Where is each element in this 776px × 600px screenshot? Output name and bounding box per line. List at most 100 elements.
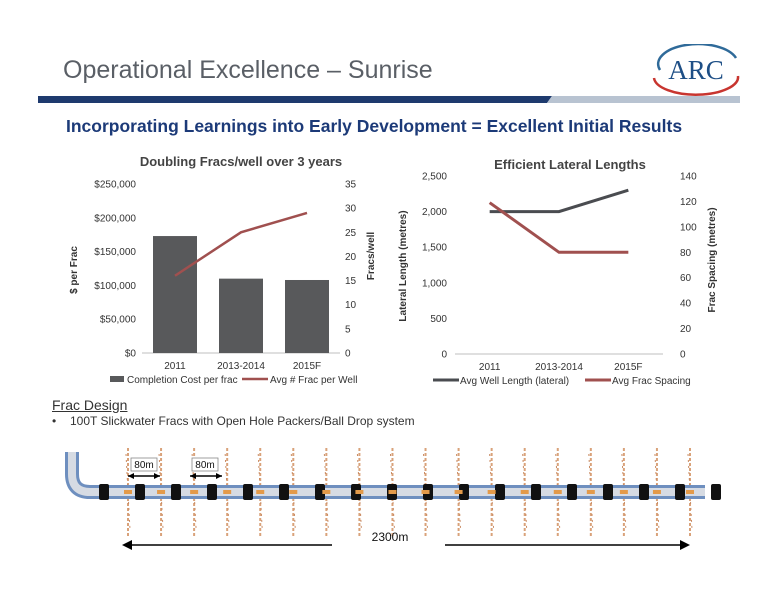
packer (639, 484, 649, 500)
fracture-detail (257, 453, 263, 531)
frac-port (686, 490, 694, 494)
chart2-y-tick: 2,500 (422, 172, 447, 183)
spacing-arrowhead-2b (216, 473, 222, 479)
fracture-detail (555, 453, 561, 531)
chart1-legend-line-label: Avg # Frac per Well (270, 375, 357, 386)
frac-port (256, 490, 265, 494)
fracture-detail (654, 453, 660, 531)
chart2-y2-tick: 140 (680, 172, 697, 183)
chart2-y2-tick: 120 (680, 197, 697, 208)
spacing-label-box-2 (191, 457, 219, 472)
chart2-right-axis-ticks: 0 20 40 60 80 100 120 140 (680, 172, 697, 361)
packer (135, 484, 145, 500)
chart2-legend: Avg Well Length (lateral) Avg Frac Spaci… (433, 376, 691, 387)
frac-port (190, 490, 199, 494)
fracture-detail (489, 453, 495, 531)
fracture-detail (687, 453, 693, 531)
chart1-x-tick: 2013-2014 (217, 361, 265, 372)
packer (711, 484, 721, 500)
chart2-y-tick: 2,000 (422, 207, 447, 218)
chart1-bars (153, 236, 329, 353)
header-banner (38, 96, 740, 103)
frac-port (322, 490, 331, 494)
chart2-y2-tick: 40 (680, 299, 692, 310)
chart1-right-axis-ticks: 0 5 10 15 20 25 30 35 (345, 180, 357, 360)
chart2-y2-tick: 100 (680, 222, 697, 233)
slide-title: Operational Excellence – Sunrise (63, 56, 433, 84)
fracture-detail (356, 453, 362, 531)
banner-navy-bar (38, 96, 552, 103)
chart1-y2-tick: 30 (345, 204, 357, 215)
packer (243, 484, 253, 500)
packer (603, 484, 613, 500)
frac-port (586, 490, 595, 494)
chart2-y2-tick: 0 (680, 350, 686, 361)
spacing-annotation-2: 80m (190, 457, 222, 479)
chart2-well-length-line (489, 188, 629, 214)
chart2-y2-tick: 60 (680, 273, 692, 284)
chart1-bar (285, 279, 329, 353)
chart1-left-axis-ticks: $0 $50,000 $100,000 $150,000 $200,000 $250,00… (94, 180, 136, 360)
bullet-text: 100T Slickwater Fracs with Open Hole Pac… (70, 414, 415, 428)
frac-port (355, 490, 364, 494)
chart1-frac-line (174, 211, 308, 277)
chart1-y2-tick: 35 (345, 180, 357, 191)
fracture-detail (125, 453, 131, 531)
packer (171, 484, 181, 500)
frac-port (520, 490, 529, 494)
chart1-y2-label: Fracs/well (366, 232, 377, 281)
fracture-detail (158, 453, 164, 531)
chart2-y-tick: 1,000 (422, 278, 447, 289)
chart1-legend: Completion Cost per frac Avg # Frac per … (110, 375, 357, 386)
wellbore-pipe-inner (68, 452, 705, 496)
chart2-frac-spacing-line (488, 201, 629, 254)
packer (567, 484, 577, 500)
chart2-legend-length-label: Avg Well Length (lateral) (460, 376, 569, 387)
chart1-y-tick: $0 (125, 349, 137, 360)
frac-port (421, 490, 430, 494)
packer (315, 484, 325, 500)
chart2-x-tick: 2011 (479, 362, 501, 373)
packer (279, 484, 289, 500)
chart1-y-tick: $50,000 (100, 315, 137, 326)
chart1-y2-tick: 0 (345, 349, 351, 360)
packer (675, 484, 685, 500)
frac-design-bullet: • 100T Slickwater Fracs with Open Hole Pa… (52, 414, 415, 428)
frac-ports (124, 490, 694, 494)
chart2-y2-tick: 80 (680, 248, 692, 259)
spacing-arrowhead-2a (190, 473, 196, 479)
chart1-legend-bar-label: Completion Cost per frac (127, 375, 238, 386)
chart1-x-tick: 2015F (293, 361, 321, 372)
spacing-label-2: 80m (195, 460, 214, 471)
frac-port (619, 490, 628, 494)
length-label: 2300m (372, 530, 409, 544)
length-annotation: 2300m (122, 530, 690, 550)
frac-port (454, 490, 463, 494)
fracture-detail (290, 453, 296, 531)
chart1-bar (153, 236, 197, 353)
chart2-left-axis-ticks: 0 500 1,000 1,500 2,000 2,500 (422, 172, 447, 361)
frac-port (652, 490, 661, 494)
packer (207, 484, 217, 500)
spacing-label-1: 80m (134, 460, 153, 471)
logo-swoosh-bottom (652, 75, 740, 96)
lateral-length-chart: Efficient Lateral Lengths 0 500 1,000 1,500… (398, 157, 718, 387)
chart2-x-tick: 2015F (614, 362, 642, 373)
fracture-detail (224, 453, 230, 531)
chart1-y-tick: $150,000 (94, 247, 136, 258)
chart1-y-tick: $200,000 (94, 213, 136, 224)
logo-swoosh-top (656, 44, 738, 71)
length-arrowhead-right (680, 540, 690, 550)
chart2-y-label: Lateral Length (metres) (398, 210, 409, 321)
packer (99, 484, 109, 500)
logo-text: ARC (668, 55, 724, 85)
fracture-detail (423, 453, 429, 531)
chart1-x-ticks: 2011 2013-2014 2015F (164, 361, 321, 372)
chart1-y2-tick: 20 (345, 252, 357, 263)
chart2-y-tick: 1,500 (422, 243, 447, 254)
chart2-y2-label: Frac Spacing (metres) (707, 207, 718, 312)
frac-design-heading: Frac Design (52, 397, 128, 413)
chart2-y-tick: 500 (430, 314, 447, 325)
wellbore-diagram: 80m 80m 2300m (65, 448, 721, 550)
banner-light-bar (547, 96, 740, 103)
